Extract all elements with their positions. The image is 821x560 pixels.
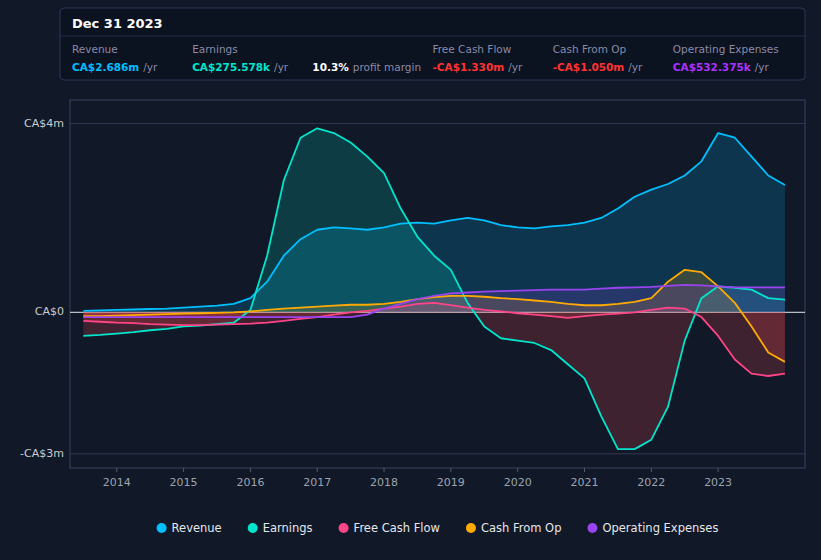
x-tick (250, 468, 251, 472)
x-tick (450, 468, 451, 472)
x-tick (517, 468, 518, 472)
x-tick-label: 2018 (370, 476, 398, 489)
x-tick-label: 2023 (704, 476, 732, 489)
x-tick-label: 2017 (303, 476, 331, 489)
legend: Revenue Earnings Free Cash Flow Cash From O… (157, 521, 719, 535)
y-tick-label: CA$4m (24, 117, 64, 130)
info-value: -CA$1.050m/yr (553, 61, 643, 73)
info-value-text: 10.3% (312, 61, 349, 73)
area-negative (83, 312, 785, 376)
x-tick (116, 468, 117, 472)
info-value-suffix: /yr (274, 61, 289, 73)
info-value-text: CA$2.686m (72, 61, 139, 73)
x-tick (718, 468, 719, 472)
legend-item: Free Cash Flow (339, 521, 440, 535)
x-tick (651, 468, 652, 472)
legend-label: Revenue (172, 521, 222, 535)
x-tick (384, 468, 385, 472)
x-tick-label: 2021 (571, 476, 599, 489)
info-value-text: -CA$1.050m (553, 61, 625, 73)
info-label: Earnings (192, 43, 238, 55)
x-tick (584, 468, 585, 472)
legend-label: Free Cash Flow (354, 521, 440, 535)
negative-areas (83, 312, 785, 449)
info-value: CA$2.686m/yr (72, 61, 158, 73)
info-value-suffix: /yr (143, 61, 158, 73)
info-label: Free Cash Flow (433, 43, 512, 55)
area-negative (83, 312, 785, 362)
background (0, 0, 821, 560)
info-value-text: CA$532.375k (673, 61, 752, 73)
positive-areas (83, 128, 785, 312)
info-value-suffix: profit margin (353, 61, 421, 73)
info-value: -CA$1.330m/yr (433, 61, 523, 73)
legend-swatch (248, 523, 258, 533)
info-value-text: CA$275.578k (192, 61, 271, 73)
legend-swatch (157, 523, 167, 533)
info-value-suffix: /yr (628, 61, 643, 73)
area-negative (83, 312, 785, 449)
info-box (60, 8, 805, 80)
info-value-text: -CA$1.330m (433, 61, 505, 73)
info-label: Revenue (72, 43, 118, 55)
info-value-suffix: /yr (508, 61, 523, 73)
series-line (83, 270, 785, 362)
x-tick (317, 468, 318, 472)
info-label: Cash From Op (553, 43, 627, 55)
legend-swatch (466, 523, 476, 533)
x-tick-label: 2015 (170, 476, 198, 489)
info-title: Dec 31 2023 (72, 16, 163, 31)
legend-label: Operating Expenses (602, 521, 718, 535)
legend-label: Earnings (263, 521, 313, 535)
legend-item: Cash From Op (466, 521, 562, 535)
x-tick-label: 2020 (504, 476, 532, 489)
info-value-suffix: /yr (755, 61, 770, 73)
series-line (83, 133, 785, 311)
grid-line (70, 123, 805, 124)
y-tick-label: CA$0 (35, 305, 64, 318)
legend-swatch (587, 523, 597, 533)
x-tick-label: 2022 (637, 476, 665, 489)
grid-line (70, 453, 805, 454)
plot-frame (70, 100, 805, 468)
area-positive (83, 270, 785, 312)
info-value: CA$275.578k/yr (192, 61, 289, 73)
x-tick-label: 2014 (103, 476, 131, 489)
legend-item: Operating Expenses (587, 521, 718, 535)
legend-label: Cash From Op (481, 521, 562, 535)
lines (83, 128, 785, 449)
area-positive (83, 128, 785, 312)
info-value: CA$532.375k/yr (673, 61, 770, 73)
x-tick-label: 2016 (236, 476, 264, 489)
info-divider (60, 36, 805, 37)
plot-area (83, 128, 785, 449)
legend-item: Revenue (157, 521, 222, 535)
chart: CA$4m CA$0 -CA$3m 2014 2015 2016 2017 2018 2019 2… (0, 0, 821, 560)
x-tick (183, 468, 184, 472)
series-line (83, 128, 785, 449)
series-line (83, 285, 785, 317)
legend-item: Earnings (248, 521, 313, 535)
x-tick-label: 2019 (437, 476, 465, 489)
y-tick-label: -CA$3m (20, 447, 64, 460)
info-label: Operating Expenses (673, 43, 779, 55)
info-value: 10.3% profit margin (312, 61, 421, 73)
legend-swatch (339, 523, 349, 533)
